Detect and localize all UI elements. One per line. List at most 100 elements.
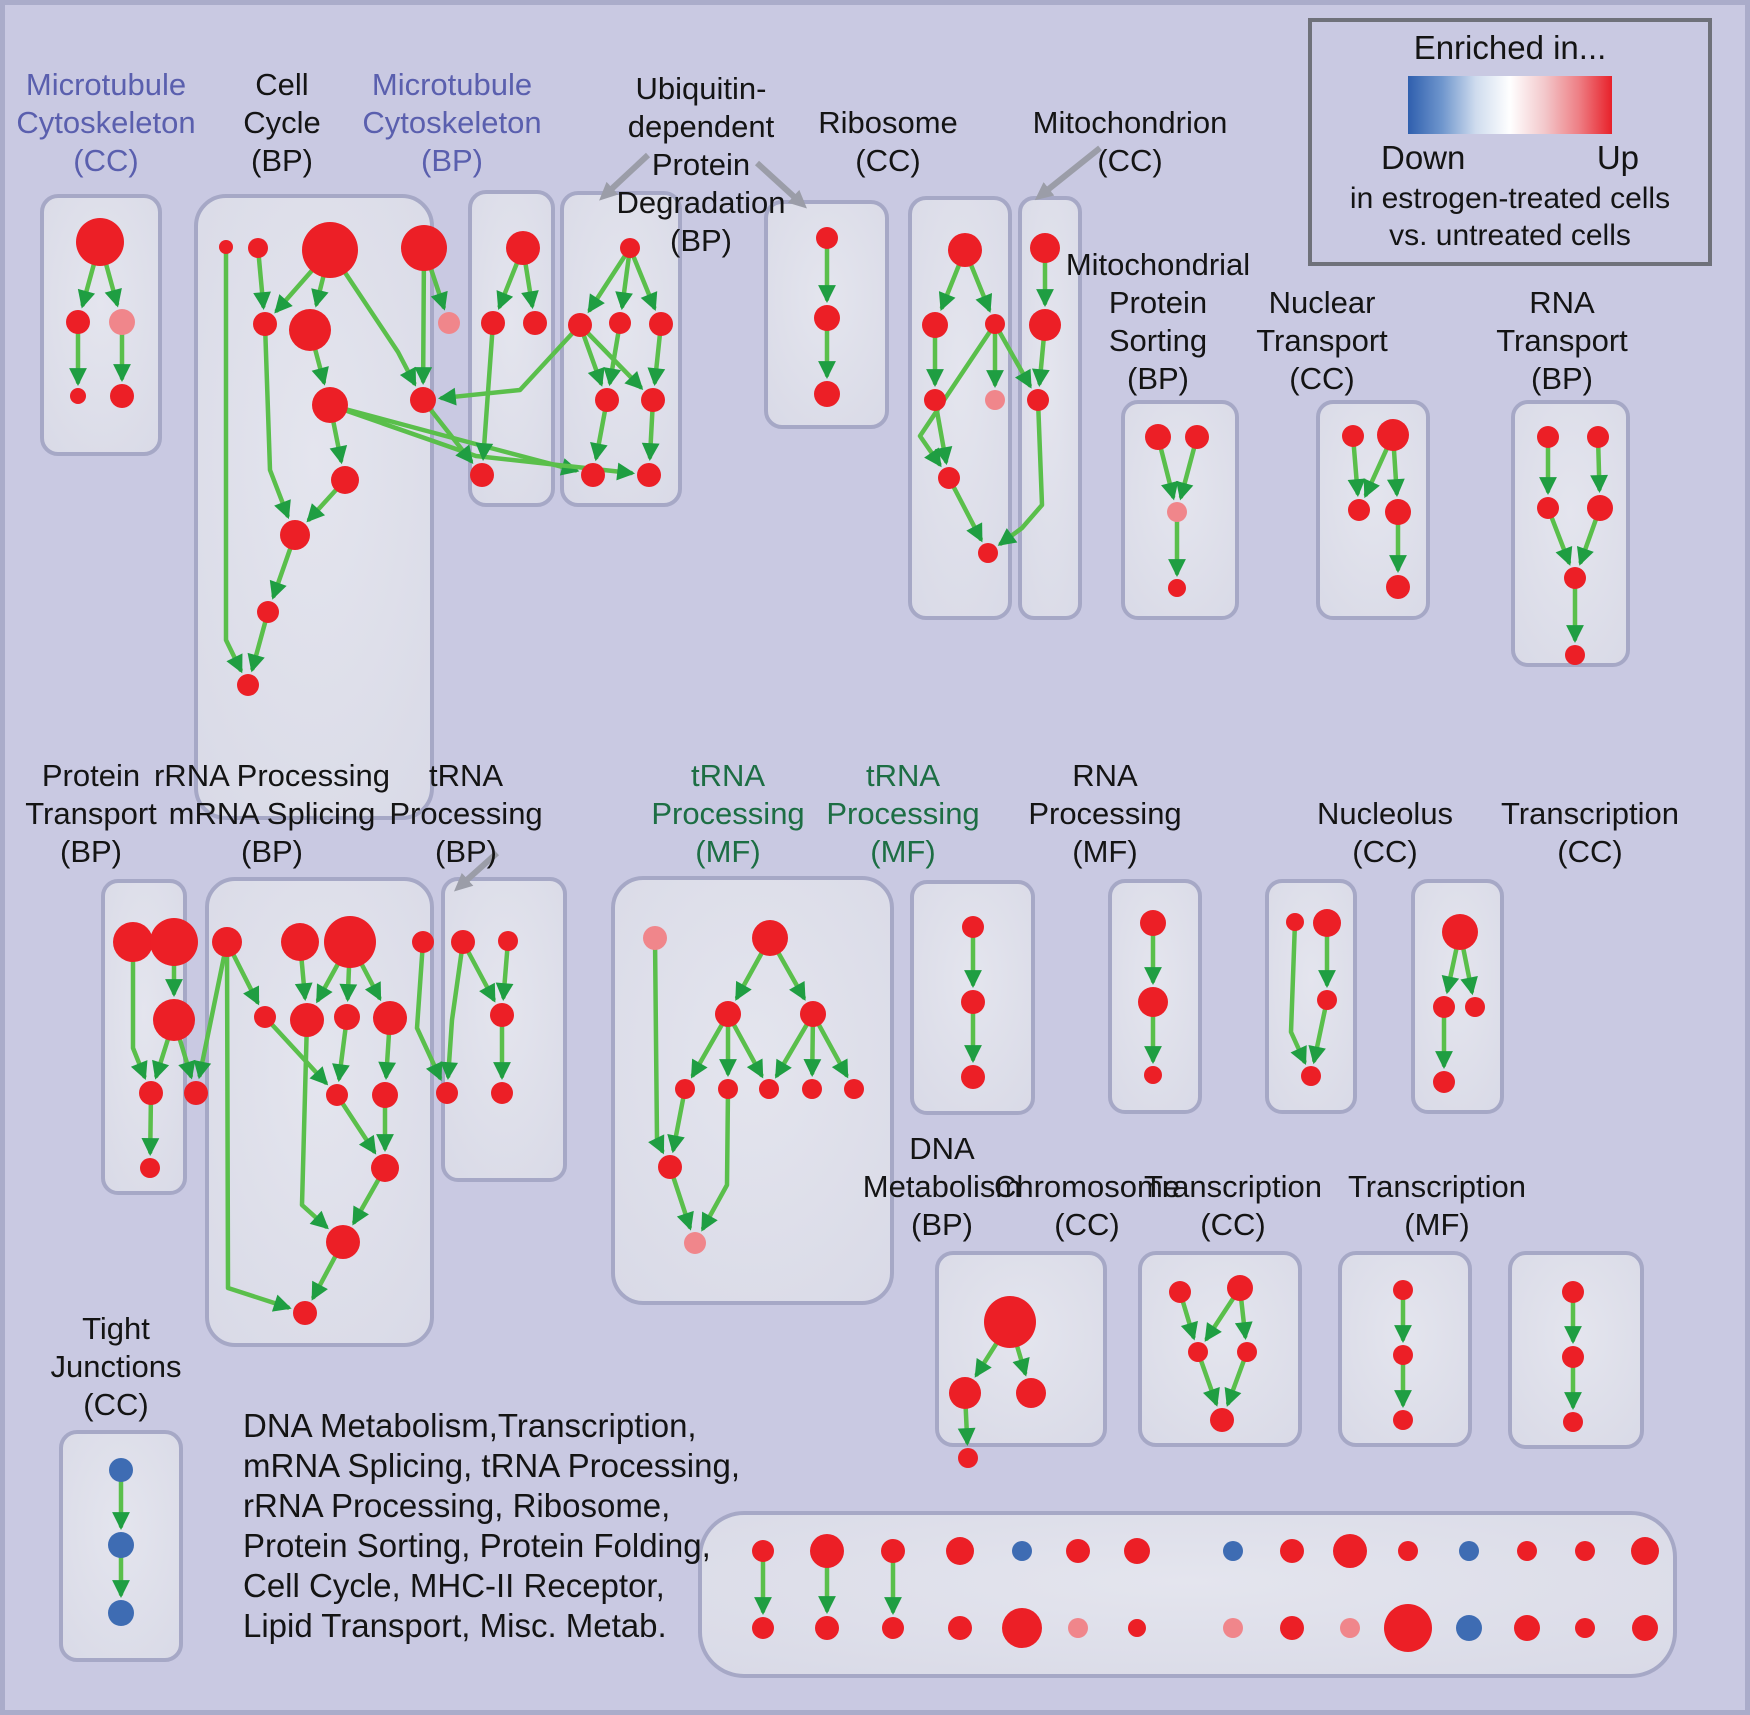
go-term-node-u5 xyxy=(595,388,619,412)
label-pointer-arrow xyxy=(599,152,651,201)
cluster-box-nuclear-transport xyxy=(1316,400,1430,620)
hierarchy-edge xyxy=(1308,997,1330,1065)
go-term-node-n2 xyxy=(1377,419,1409,451)
hierarchy-edge xyxy=(577,322,644,390)
go-term-node-h5 xyxy=(1210,1408,1234,1432)
hierarchy-edge xyxy=(946,475,983,543)
go-term-node-nu1 xyxy=(1286,913,1304,931)
label-pointer-arrow xyxy=(453,850,500,892)
go-term-node-rt5 xyxy=(1564,567,1586,589)
go-term-node-rt1 xyxy=(1537,426,1559,448)
go-term-node-n1 xyxy=(1342,425,1364,447)
go-term-node-z6b xyxy=(1068,1618,1088,1638)
go-term-node-x2 xyxy=(1138,987,1168,1017)
go-term-node-tb4 xyxy=(436,1082,458,1104)
legend-up-label: Up xyxy=(1596,139,1639,176)
color-scale-gradient xyxy=(1408,76,1612,134)
go-term-node-h1 xyxy=(1169,1281,1191,1303)
cluster-box-rrna-processing-mrna-splicing xyxy=(205,877,434,1347)
go-term-node-j2 xyxy=(108,1532,134,1558)
go-term-node-m10 xyxy=(372,1082,398,1108)
go-term-node-m7 xyxy=(334,1004,360,1030)
go-term-node-p5 xyxy=(184,1081,208,1105)
go-term-node-z14b xyxy=(1575,1618,1595,1638)
go-term-node-r6 xyxy=(938,467,960,489)
go-term-node-mc5 xyxy=(110,384,134,408)
go-term-node-z3t xyxy=(881,1539,905,1563)
go-term-node-rt3 xyxy=(1537,497,1559,519)
go-term-node-d3 xyxy=(1016,1378,1046,1408)
cluster-box-cell-cycle xyxy=(194,194,434,820)
go-term-node-t3 xyxy=(715,1001,741,1027)
go-term-node-u2 xyxy=(568,313,592,337)
go-term-node-t1 xyxy=(643,926,667,950)
go-term-node-p3 xyxy=(153,999,195,1041)
go-term-node-z1b xyxy=(752,1617,774,1639)
go-term-node-w1 xyxy=(1442,914,1478,950)
go-term-node-u1 xyxy=(620,238,640,258)
go-term-node-k1 xyxy=(1393,1280,1413,1300)
legend-down-label: Down xyxy=(1381,139,1466,176)
hierarchy-edge xyxy=(327,247,417,387)
go-term-node-z12b xyxy=(1456,1615,1482,1641)
go-term-node-m1 xyxy=(212,927,242,957)
go-term-node-m2 xyxy=(281,923,319,961)
go-term-node-mb3 xyxy=(523,311,547,335)
go-term-node-u7 xyxy=(581,463,605,487)
cluster-box-trna-processing-mf-1 xyxy=(611,876,894,1305)
go-term-node-z6t xyxy=(1066,1539,1090,1563)
legend-box: Enriched in... Down Up in estrogen-treat… xyxy=(1308,18,1712,266)
go-term-node-w2 xyxy=(1433,996,1455,1018)
go-term-node-nu4 xyxy=(1301,1066,1321,1086)
go-term-node-d1 xyxy=(984,1296,1036,1348)
hierarchy-edge xyxy=(437,322,583,406)
hierarchy-edge xyxy=(299,1017,329,1230)
go-term-node-m8 xyxy=(373,1001,407,1035)
go-term-node-w4 xyxy=(1433,1071,1455,1093)
go-term-node-s2 xyxy=(1185,425,1209,449)
go-term-node-m11 xyxy=(371,1154,399,1182)
go-term-node-j1 xyxy=(109,1458,133,1482)
hierarchy-edge xyxy=(1288,919,1307,1066)
go-term-node-z7t xyxy=(1124,1538,1150,1564)
go-term-node-t11 xyxy=(684,1232,706,1254)
go-term-node-u4 xyxy=(649,312,673,336)
go-term-node-rt6 xyxy=(1565,645,1585,665)
go-term-node-d2 xyxy=(949,1377,981,1409)
go-term-node-z3b xyxy=(882,1617,904,1639)
hierarchy-edge xyxy=(223,244,243,674)
go-term-node-m13 xyxy=(293,1301,317,1325)
hierarchy-edge xyxy=(997,397,1045,546)
go-term-node-z15t xyxy=(1631,1537,1659,1565)
go-term-node-mc3 xyxy=(109,309,135,335)
go-term-node-s1 xyxy=(1145,424,1171,450)
go-term-node-q3 xyxy=(814,381,840,407)
go-term-node-q2 xyxy=(814,305,840,331)
go-term-node-mb4 xyxy=(470,463,494,487)
hierarchy-edge xyxy=(700,1086,731,1232)
hierarchy-edge xyxy=(224,939,292,1312)
go-term-node-cy2 xyxy=(248,238,268,258)
cluster-box-ubiquitin-degradation-1 xyxy=(560,191,682,507)
go-term-node-z8t xyxy=(1223,1541,1243,1561)
go-term-node-n3 xyxy=(1348,499,1370,521)
go-term-node-s4 xyxy=(1168,579,1186,597)
go-term-node-h3 xyxy=(1188,1342,1208,1362)
hierarchy-edge xyxy=(667,1086,688,1154)
go-term-node-tb3 xyxy=(490,1003,514,1027)
go-term-node-v3 xyxy=(961,1065,985,1089)
cluster-box-mixed-misc xyxy=(698,1511,1677,1678)
hierarchy-edge xyxy=(262,1014,329,1086)
go-term-node-z4b xyxy=(948,1616,972,1640)
go-term-node-z7b xyxy=(1128,1619,1146,1637)
hierarchy-edge xyxy=(992,321,1032,389)
legend-endpoints: Down Up xyxy=(1381,139,1639,177)
go-term-node-h2 xyxy=(1227,1275,1253,1301)
misc-clusters-annotation: DNA Metabolism,Transcription, mRNA Splic… xyxy=(243,1407,741,1644)
go-term-node-z2b xyxy=(815,1616,839,1640)
go-term-node-h4 xyxy=(1237,1342,1257,1362)
go-term-node-cy4 xyxy=(401,225,447,271)
go-term-node-t9 xyxy=(844,1079,864,1099)
go-term-node-z15b xyxy=(1632,1615,1658,1641)
